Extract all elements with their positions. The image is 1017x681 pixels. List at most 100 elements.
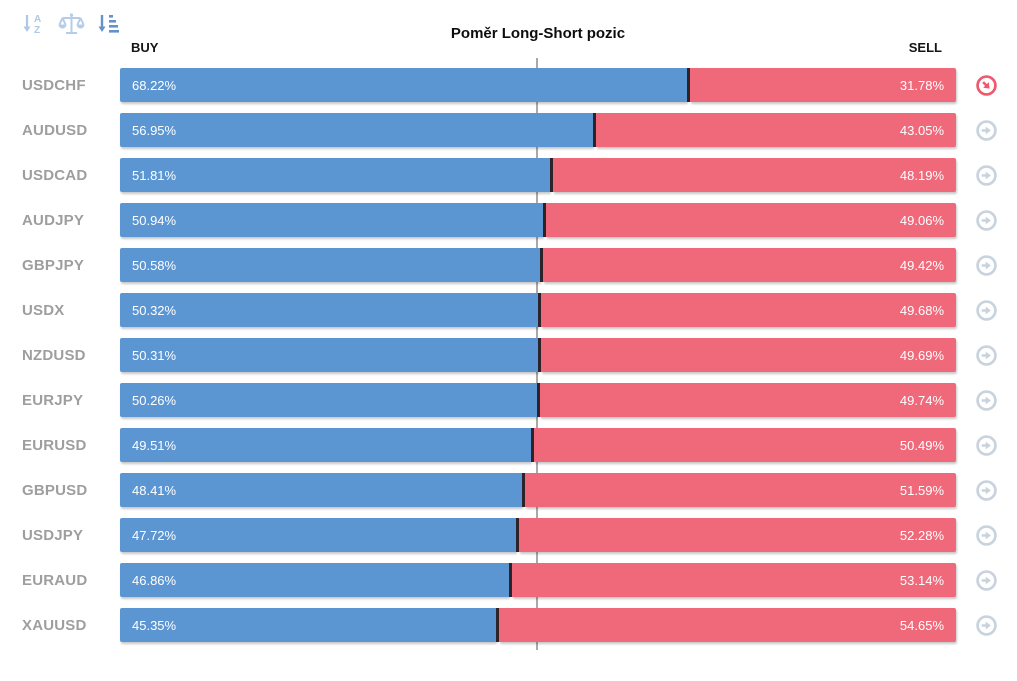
svg-text:Z: Z bbox=[34, 25, 40, 36]
trend-right-icon[interactable] bbox=[975, 164, 998, 187]
pair-row: EURAUD 46.86% 53.14% bbox=[0, 563, 1017, 597]
pair-row: USDCAD 51.81% 48.19% bbox=[0, 158, 1017, 192]
sort-balance-button[interactable] bbox=[57, 12, 85, 40]
sort-amount-button[interactable] bbox=[94, 12, 122, 40]
trend-right-icon[interactable] bbox=[975, 479, 998, 502]
buy-value: 50.32% bbox=[132, 302, 177, 318]
trend-right-icon[interactable] bbox=[975, 344, 998, 367]
buy-sell-divider bbox=[537, 338, 541, 372]
ratio-bar[interactable]: 68.22% 31.78% bbox=[120, 68, 956, 102]
pair-row: GBPJPY 50.58% 49.42% bbox=[0, 248, 1017, 282]
ratio-bar[interactable]: 45.35% 54.65% bbox=[120, 608, 956, 642]
pair-row: NZDUSD 50.31% 49.69% bbox=[0, 338, 1017, 372]
trend-right-icon[interactable] bbox=[975, 119, 998, 142]
ratio-bar[interactable]: 47.72% 52.28% bbox=[120, 518, 956, 552]
trend-right-icon[interactable] bbox=[975, 524, 998, 547]
sell-value: 49.68% bbox=[899, 302, 944, 318]
sell-segment: 50.49% bbox=[533, 428, 956, 462]
buy-segment: 45.35% bbox=[120, 608, 497, 642]
buy-value: 50.94% bbox=[132, 212, 177, 228]
column-headers: BUY SELL bbox=[120, 40, 956, 55]
pair-row: AUDUSD 56.95% 43.05% bbox=[0, 113, 1017, 147]
buy-value: 47.72% bbox=[132, 527, 177, 543]
sell-value: 49.69% bbox=[899, 347, 944, 363]
sort-alpha-button[interactable]: A Z bbox=[20, 12, 48, 40]
ratio-bar[interactable]: 46.86% 53.14% bbox=[120, 563, 956, 597]
svg-text:A: A bbox=[34, 14, 41, 25]
buy-segment: 50.26% bbox=[120, 383, 538, 417]
sort-toolbar: A Z bbox=[20, 12, 122, 40]
pair-row: USDJPY 47.72% 52.28% bbox=[0, 518, 1017, 552]
sell-segment: 49.68% bbox=[540, 293, 956, 327]
buy-sell-divider bbox=[530, 428, 534, 462]
trend-right-icon[interactable] bbox=[975, 569, 998, 592]
ratio-bar[interactable]: 50.32% 49.68% bbox=[120, 293, 956, 327]
pair-label: AUDJPY bbox=[22, 211, 85, 229]
sell-value: 53.14% bbox=[899, 572, 944, 588]
pair-label: EURUSD bbox=[22, 436, 87, 454]
trend-right-icon[interactable] bbox=[975, 299, 998, 322]
pair-label: EURJPY bbox=[22, 391, 84, 409]
buy-sell-divider bbox=[537, 293, 541, 327]
pair-label: XAUUSD bbox=[22, 616, 87, 634]
buy-sell-divider bbox=[593, 113, 597, 147]
trend-right-icon[interactable] bbox=[975, 389, 998, 412]
buy-segment: 48.41% bbox=[120, 473, 522, 507]
pair-rows: USDCHF 68.22% 31.78% AUDUSD 56.95% 43.05… bbox=[0, 68, 1017, 653]
sell-segment: 49.06% bbox=[545, 203, 956, 237]
buy-value: 45.35% bbox=[132, 617, 177, 633]
trend-right-icon[interactable] bbox=[975, 614, 998, 637]
buy-sell-divider bbox=[508, 563, 512, 597]
buy-segment: 50.94% bbox=[120, 203, 543, 237]
buy-segment: 68.22% bbox=[120, 68, 688, 102]
pair-label: NZDUSD bbox=[22, 346, 86, 364]
buy-value: 50.31% bbox=[132, 347, 177, 363]
buy-segment: 47.72% bbox=[120, 518, 516, 552]
pair-label: USDJPY bbox=[22, 526, 84, 544]
buy-sell-divider bbox=[496, 608, 500, 642]
sell-segment: 54.65% bbox=[499, 608, 956, 642]
ratio-bar[interactable]: 48.41% 51.59% bbox=[120, 473, 956, 507]
ratio-bar[interactable]: 56.95% 43.05% bbox=[120, 113, 956, 147]
pair-row: AUDJPY 50.94% 49.06% bbox=[0, 203, 1017, 237]
trend-down-icon[interactable] bbox=[975, 74, 998, 97]
ratio-bar[interactable]: 50.26% 49.74% bbox=[120, 383, 956, 417]
buy-sell-divider bbox=[521, 473, 525, 507]
sell-value: 51.59% bbox=[899, 482, 944, 498]
sell-value: 50.49% bbox=[899, 437, 944, 453]
balance-scale-icon bbox=[58, 11, 85, 42]
buy-value: 46.86% bbox=[132, 572, 177, 588]
pair-row: GBPUSD 48.41% 51.59% bbox=[0, 473, 1017, 507]
ratio-bar[interactable]: 50.31% 49.69% bbox=[120, 338, 956, 372]
ratio-bar[interactable]: 50.58% 49.42% bbox=[120, 248, 956, 282]
trend-right-icon[interactable] bbox=[975, 209, 998, 232]
sell-value: 48.19% bbox=[899, 167, 944, 183]
trend-right-icon[interactable] bbox=[975, 434, 998, 457]
sell-segment: 43.05% bbox=[596, 113, 956, 147]
chart-title: Poměr Long-Short pozic bbox=[450, 25, 626, 42]
buy-segment: 50.31% bbox=[120, 338, 538, 372]
pair-row: USDX 50.32% 49.68% bbox=[0, 293, 1017, 327]
ratio-bar[interactable]: 50.94% 49.06% bbox=[120, 203, 956, 237]
sell-segment: 52.28% bbox=[518, 518, 956, 552]
buy-value: 51.81% bbox=[132, 167, 177, 183]
buy-value: 48.41% bbox=[132, 482, 177, 498]
buy-value: 56.95% bbox=[132, 122, 177, 138]
pair-label: EURAUD bbox=[22, 571, 88, 589]
pair-row: EURJPY 50.26% 49.74% bbox=[0, 383, 1017, 417]
buy-sell-divider bbox=[537, 383, 541, 417]
ratio-bar[interactable]: 49.51% 50.49% bbox=[120, 428, 956, 462]
sell-value: 43.05% bbox=[899, 122, 944, 138]
buy-value: 50.26% bbox=[132, 392, 177, 408]
ratio-bar[interactable]: 51.81% 48.19% bbox=[120, 158, 956, 192]
sort-alpha-icon: A Z bbox=[21, 11, 47, 42]
sell-segment: 48.19% bbox=[553, 158, 956, 192]
trend-right-icon[interactable] bbox=[975, 254, 998, 277]
sell-value: 31.78% bbox=[899, 77, 944, 93]
sell-segment: 51.59% bbox=[524, 473, 956, 507]
buy-segment: 51.81% bbox=[120, 158, 551, 192]
buy-value: 68.22% bbox=[132, 77, 177, 93]
pair-label: GBPJPY bbox=[22, 256, 85, 274]
sell-segment: 31.78% bbox=[690, 68, 956, 102]
